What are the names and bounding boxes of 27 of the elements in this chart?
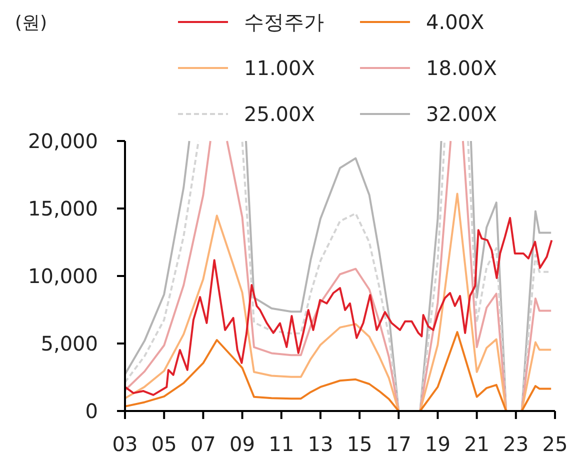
y-tick-label: 15,000 [28, 196, 98, 220]
x-tick-label: 17 [386, 432, 412, 456]
y-tick-label: 5,000 [40, 332, 98, 356]
legend-label: 25.00X [244, 102, 316, 126]
legend-label: 수정주가 [244, 10, 324, 34]
legend-label: 4.00X [426, 10, 485, 34]
x-tick-label: 25 [542, 432, 568, 456]
x-tick-label: 13 [308, 432, 334, 456]
x-tick-label: 05 [151, 432, 177, 456]
line-series [124, 192, 552, 412]
legend-label: 32.00X [426, 102, 498, 126]
x-tick-label: 21 [464, 432, 490, 456]
x-tick-label: 23 [503, 432, 529, 456]
y-tick-label: 0 [85, 399, 98, 423]
line-series [124, 331, 552, 412]
x-tick-label: 19 [425, 432, 450, 456]
x-tick-label: 09 [230, 432, 255, 456]
line-series [124, 216, 553, 396]
y-tick-label: 10,000 [28, 264, 98, 288]
text: (원) [15, 12, 48, 34]
x-tick-label: 07 [190, 432, 216, 456]
x-tick-label: 15 [346, 432, 372, 456]
y-tick-label: 20,000 [28, 129, 98, 153]
legend-label: 18.00X [426, 56, 498, 80]
x-tick-label: 11 [268, 432, 294, 456]
legend-label: 11.00X [244, 56, 316, 80]
x-tick-label: 03 [112, 432, 138, 456]
